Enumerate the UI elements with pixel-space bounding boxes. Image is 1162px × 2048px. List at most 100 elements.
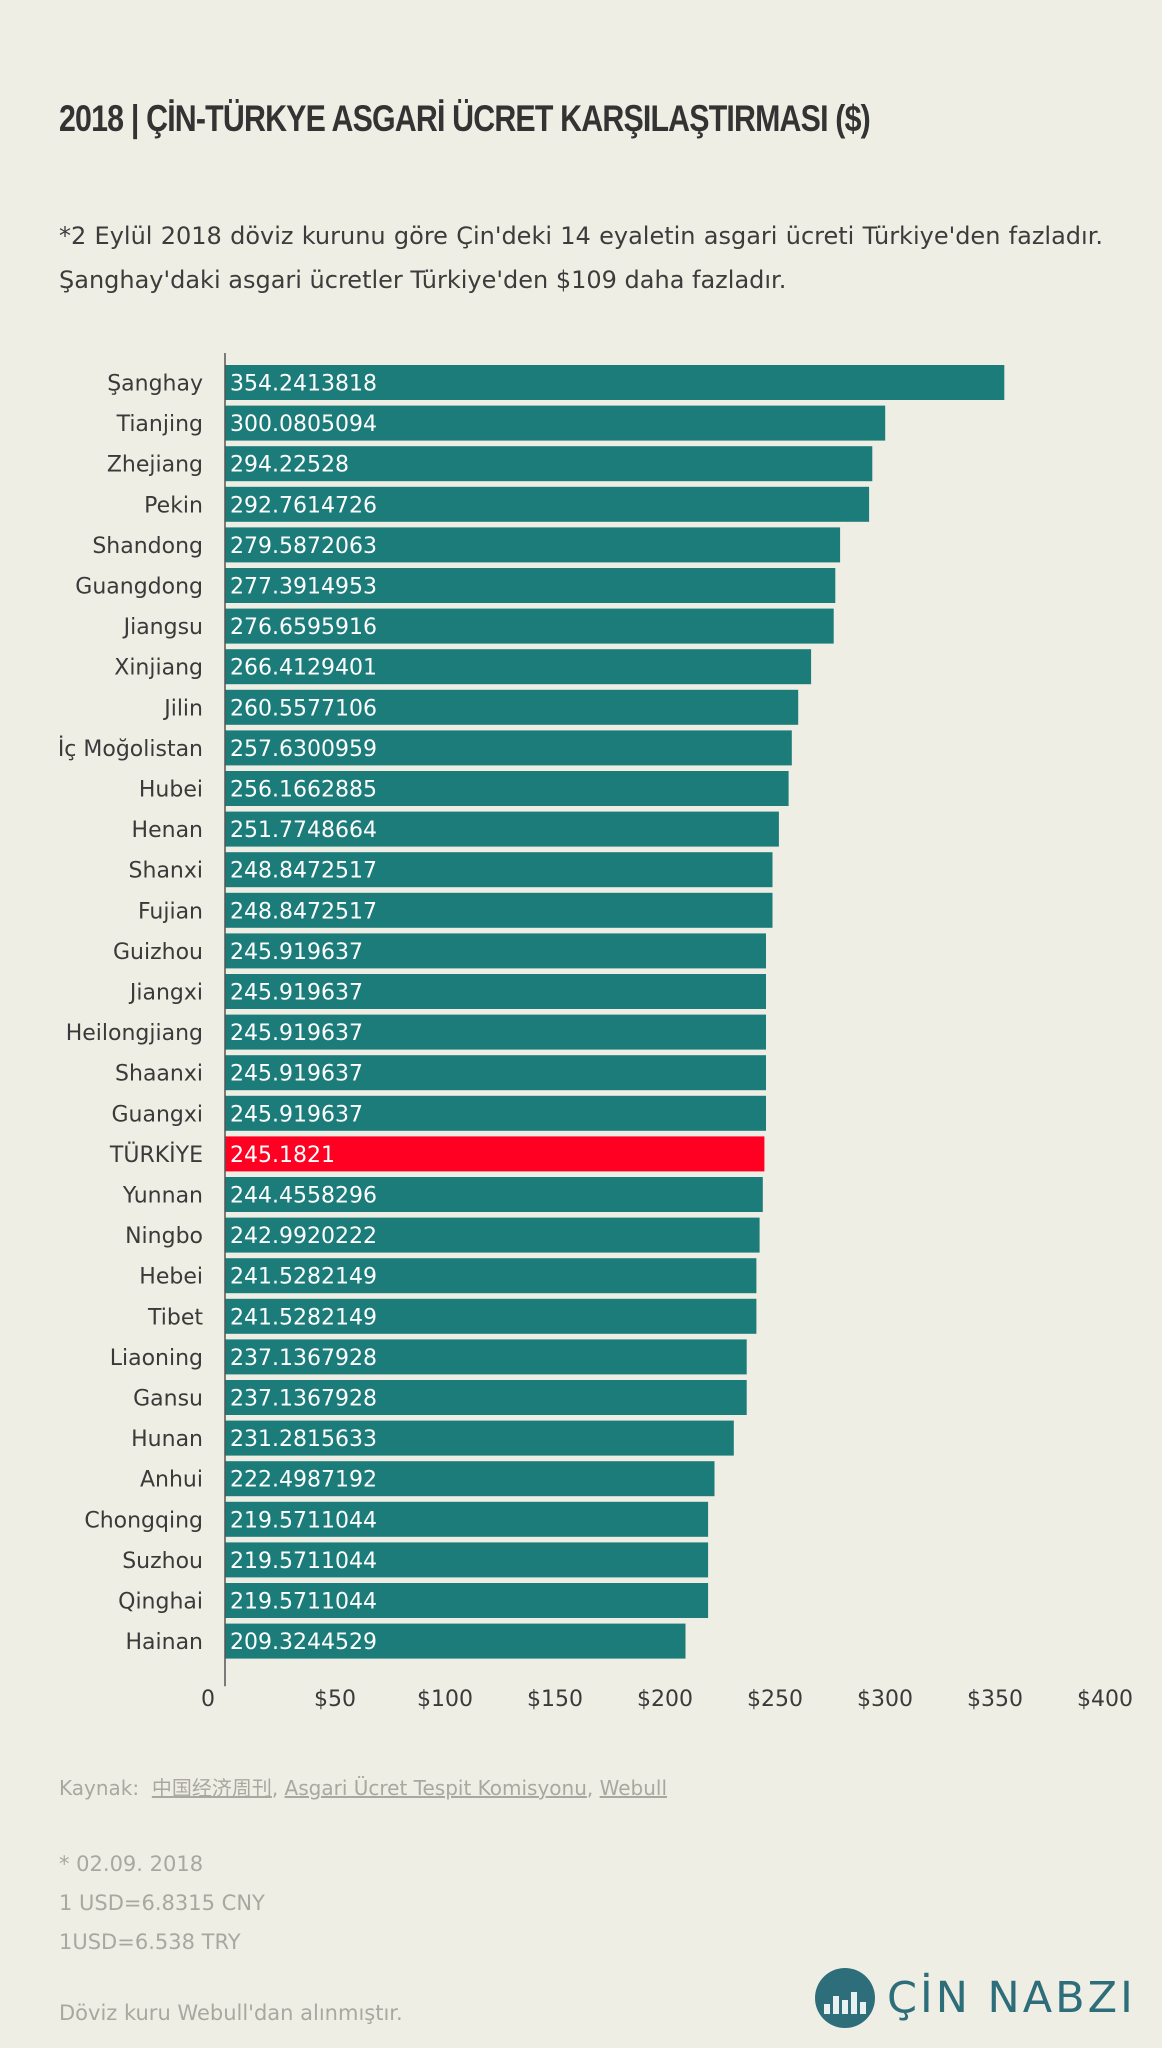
brand: ÇİN NABZI <box>815 1968 1136 2028</box>
category-label: Tibet <box>147 1305 203 1330</box>
x-tick-label: $100 <box>417 1687 473 1712</box>
bar <box>225 1258 757 1294</box>
bar <box>225 649 812 685</box>
category-label: Hainan <box>125 1630 203 1655</box>
source-sep: , <box>586 1776 594 1800</box>
category-label: Shaanxi <box>115 1062 203 1087</box>
category-label: Fujian <box>138 899 203 924</box>
note-try-rate: 1USD=6.538 TRY <box>59 1930 241 1954</box>
bar-value-label: 245.919637 <box>230 1102 363 1127</box>
bar <box>225 811 779 847</box>
source-link-commission[interactable]: Asgari Ücret Tespit Komisyonu <box>284 1776 587 1800</box>
bar-value-label: 209.3244529 <box>230 1630 377 1655</box>
bar-value-label: 245.1821 <box>230 1143 335 1168</box>
bar-value-label: 245.919637 <box>230 1021 363 1046</box>
bar-value-label: 300.0805094 <box>230 412 377 437</box>
category-label: Pekin <box>144 493 203 518</box>
category-label: Qinghai <box>118 1590 203 1615</box>
category-label: Gansu <box>133 1387 203 1412</box>
note-cny-rate: 1 USD=6.8315 CNY <box>59 1891 265 1915</box>
category-label: Şanghay <box>107 372 203 397</box>
bar-value-label: 222.4987192 <box>230 1468 377 1493</box>
bar-value-label: 294.22528 <box>230 453 349 478</box>
category-label: TÜRKİYE <box>109 1142 203 1168</box>
bar-value-label: 279.5872063 <box>230 534 377 559</box>
category-label: Jiangxi <box>128 981 203 1006</box>
bar-chart: 354.2413818 Şanghay 300.0805094 Tianjing 294… <box>58 353 1133 1712</box>
category-label: Hubei <box>139 778 203 803</box>
bar-value-label: 292.7614726 <box>230 493 377 518</box>
bar <box>225 1542 709 1578</box>
bar <box>225 365 1005 400</box>
x-tick-label: $50 <box>314 1687 356 1712</box>
x-tick-label: $150 <box>527 1687 583 1712</box>
bar-value-label: 245.919637 <box>230 1062 363 1087</box>
category-label: Ningbo <box>125 1224 203 1249</box>
bar-value-label: 245.919637 <box>230 940 363 965</box>
bar-value-label: 256.1662885 <box>230 778 377 803</box>
category-label: Hebei <box>139 1265 203 1290</box>
category-label: Tianjing <box>116 412 203 437</box>
source-line: Kaynak: 中国经济周刊, Asgari Ücret Tespit Komi… <box>59 1772 667 1801</box>
bar-value-label: 354.2413818 <box>230 372 377 397</box>
bar <box>225 852 773 888</box>
bar <box>225 1298 757 1334</box>
bar <box>225 1420 734 1456</box>
bar-value-label: 276.6595916 <box>230 615 377 640</box>
bar <box>225 974 766 1009</box>
bar <box>225 1339 747 1375</box>
bar-value-label: 219.5711044 <box>230 1508 377 1533</box>
bar-value-label: 244.4558296 <box>230 1184 377 1209</box>
bar <box>225 1136 765 1172</box>
category-label: Guizhou <box>113 940 203 965</box>
bar <box>225 1583 709 1618</box>
bar <box>225 527 841 563</box>
category-label: Xinjiang <box>114 656 203 681</box>
category-label: Anhui <box>140 1468 203 1493</box>
bar <box>225 446 873 482</box>
bar <box>225 568 836 603</box>
bar <box>225 1014 766 1050</box>
category-label: Hunan <box>131 1427 203 1452</box>
category-label: Shanxi <box>129 859 203 884</box>
bar <box>225 689 799 725</box>
source-link-chinese-weekly[interactable]: 中国经济周刊 <box>151 1776 272 1800</box>
bar <box>225 1623 686 1659</box>
category-label: Heilongjiang <box>66 1021 203 1046</box>
category-label: Suzhou <box>122 1549 203 1574</box>
bar <box>225 608 834 644</box>
bar-value-label: 241.5282149 <box>230 1265 377 1290</box>
category-label: Shandong <box>92 534 203 559</box>
category-label: Chongqing <box>84 1508 203 1533</box>
chart-title: 2018 | ÇİN-TÜRKYE ASGARİ ÜCRET KARŞILAŞT… <box>59 98 871 139</box>
category-label: Jiangsu <box>122 615 203 640</box>
bar-value-label: 277.3914953 <box>230 575 377 600</box>
category-label: İç Moğolistan <box>58 736 203 762</box>
notes: * 02.09. 2018 1 USD=6.8315 CNY 1USD=6.53… <box>59 1845 265 1962</box>
bar-value-label: 237.1367928 <box>230 1346 377 1371</box>
x-tick-label: $300 <box>857 1687 913 1712</box>
category-label: Liaoning <box>110 1346 203 1371</box>
x-tick-label: $400 <box>1077 1687 1133 1712</box>
bar <box>225 1380 747 1415</box>
bar-value-label: 245.919637 <box>230 981 363 1006</box>
bar <box>225 1177 763 1212</box>
source-link-webull[interactable]: Webull <box>599 1776 668 1800</box>
brand-name: ÇİN NABZI <box>887 1973 1136 2023</box>
chart-description: *2 Eylül 2018 döviz kurunu göre Çin'deki… <box>59 222 1103 294</box>
category-label: Yunnan <box>122 1184 203 1209</box>
bar-value-label: 242.9920222 <box>230 1224 377 1249</box>
bar-value-label: 260.5577106 <box>230 696 377 721</box>
bar <box>225 1055 766 1091</box>
x-tick-label: $350 <box>967 1687 1023 1712</box>
bar <box>225 405 886 441</box>
bar <box>225 771 789 806</box>
x-tick-label: 0 <box>201 1687 215 1712</box>
x-tick-label: $200 <box>637 1687 693 1712</box>
source-label: Kaynak: <box>59 1776 140 1800</box>
bar <box>225 1461 715 1497</box>
bar-value-label: 248.8472517 <box>230 899 377 924</box>
bar-value-label: 257.6300959 <box>230 737 377 762</box>
bar <box>225 1217 760 1253</box>
bar <box>225 1095 766 1131</box>
